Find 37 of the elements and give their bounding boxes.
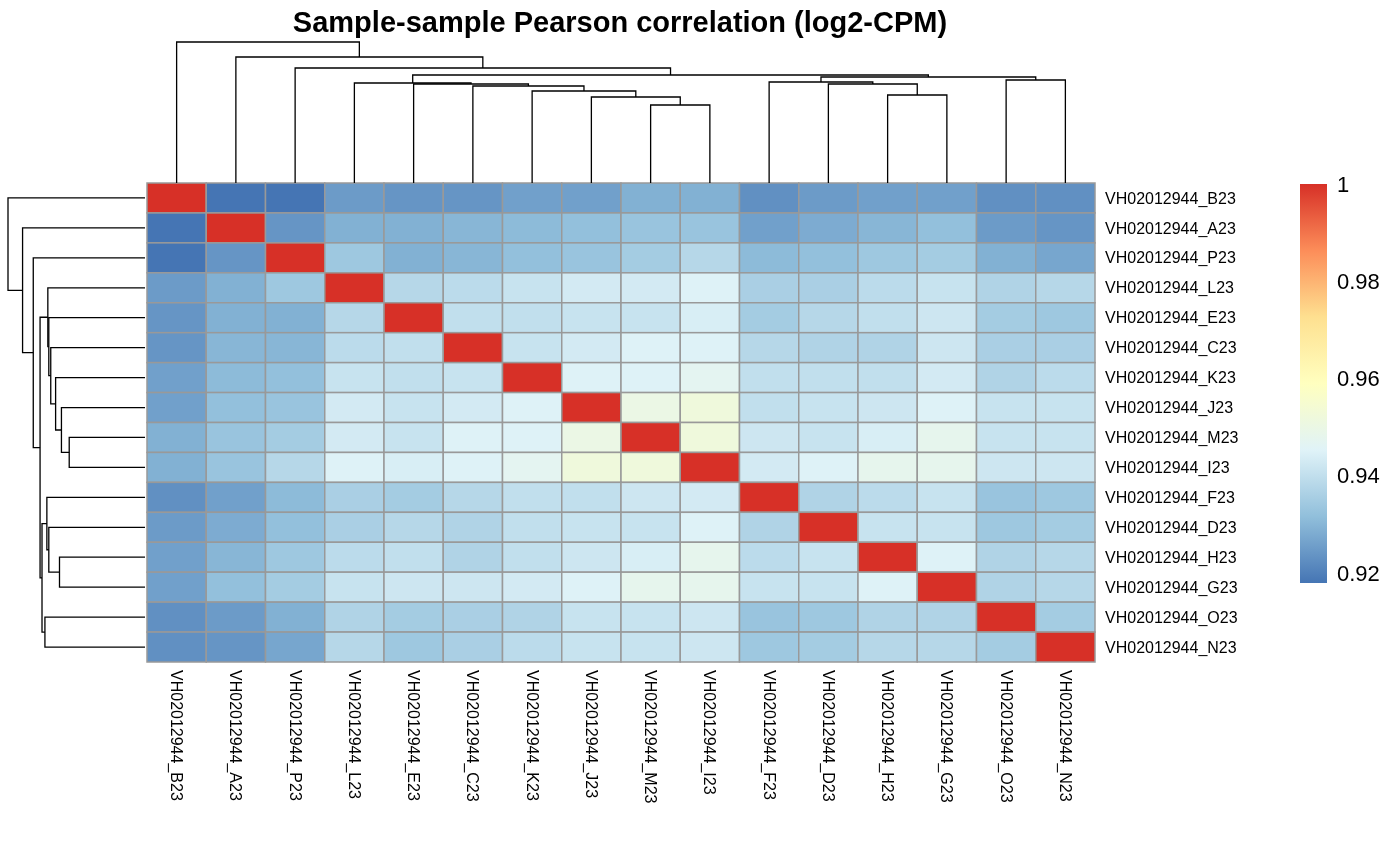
chart-title: Sample-sample Pearson correlation (log2-CPM) (292, 6, 948, 38)
x-tick-label: VH02012944_A23 (226, 670, 245, 801)
y-tick-label: VH02012944_J23 (1105, 399, 1234, 418)
x-tick-label: VH02012944_P23 (285, 670, 304, 801)
color-bar-label: 0.94 (1337, 463, 1380, 489)
x-tick-label: VH02012944_M23 (641, 670, 660, 804)
y-tick-label: VH02012944_O23 (1105, 608, 1238, 627)
x-tick-label: VH02012944_D23 (818, 670, 837, 802)
color-bar-label: 0.92 (1337, 560, 1380, 586)
y-tick-label: VH02012944_F23 (1105, 488, 1235, 507)
color-bar-label: 0.98 (1337, 268, 1380, 294)
x-tick-label: VH02012944_H23 (878, 670, 897, 802)
y-tick-label: VH02012944_G23 (1105, 578, 1238, 597)
y-tick-label: VH02012944_L23 (1105, 279, 1235, 298)
color-bar-label: 0.96 (1337, 366, 1380, 392)
y-tick-label: VH02012944_B23 (1105, 189, 1236, 208)
y-tick-label: VH02012944_D23 (1105, 518, 1237, 537)
x-tick-label: VH02012944_O23 (996, 670, 1015, 803)
x-tick-label: VH02012944_C23 (463, 670, 482, 802)
x-tick-label: VH02012944_F23 (759, 670, 778, 800)
x-tick-label: VH02012944_K23 (522, 670, 541, 801)
y-tick-label: VH02012944_K23 (1105, 369, 1236, 388)
x-tick-label: VH02012944_L23 (344, 670, 363, 800)
y-tick-label: VH02012944_P23 (1105, 249, 1236, 268)
color-bar-label: 1 (1337, 171, 1350, 197)
y-tick-label: VH02012944_H23 (1105, 548, 1237, 567)
x-tick-label: VH02012944_E23 (404, 670, 423, 801)
y-tick-label: VH02012944_E23 (1105, 309, 1236, 328)
x-tick-label: VH02012944_I23 (700, 670, 719, 795)
x-tick-label: VH02012944_B23 (167, 670, 186, 801)
y-tick-label: VH02012944_A23 (1105, 219, 1236, 238)
x-tick-label: VH02012944_G23 (937, 670, 956, 803)
y-tick-label: VH02012944_I23 (1105, 459, 1230, 478)
y-tick-label: VH02012944_M23 (1105, 429, 1239, 448)
x-tick-label: VH02012944_J23 (581, 670, 600, 799)
y-tick-label: VH02012944_C23 (1105, 339, 1237, 358)
y-tick-label: VH02012944_N23 (1105, 638, 1237, 657)
